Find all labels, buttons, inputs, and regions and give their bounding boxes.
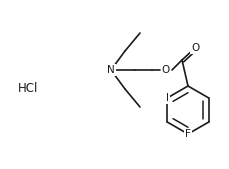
Text: HCl: HCl (18, 81, 38, 94)
Text: O: O (162, 65, 170, 75)
Text: F: F (185, 129, 191, 139)
Text: O: O (191, 43, 199, 53)
Text: I: I (166, 93, 169, 103)
Text: N: N (107, 65, 115, 75)
